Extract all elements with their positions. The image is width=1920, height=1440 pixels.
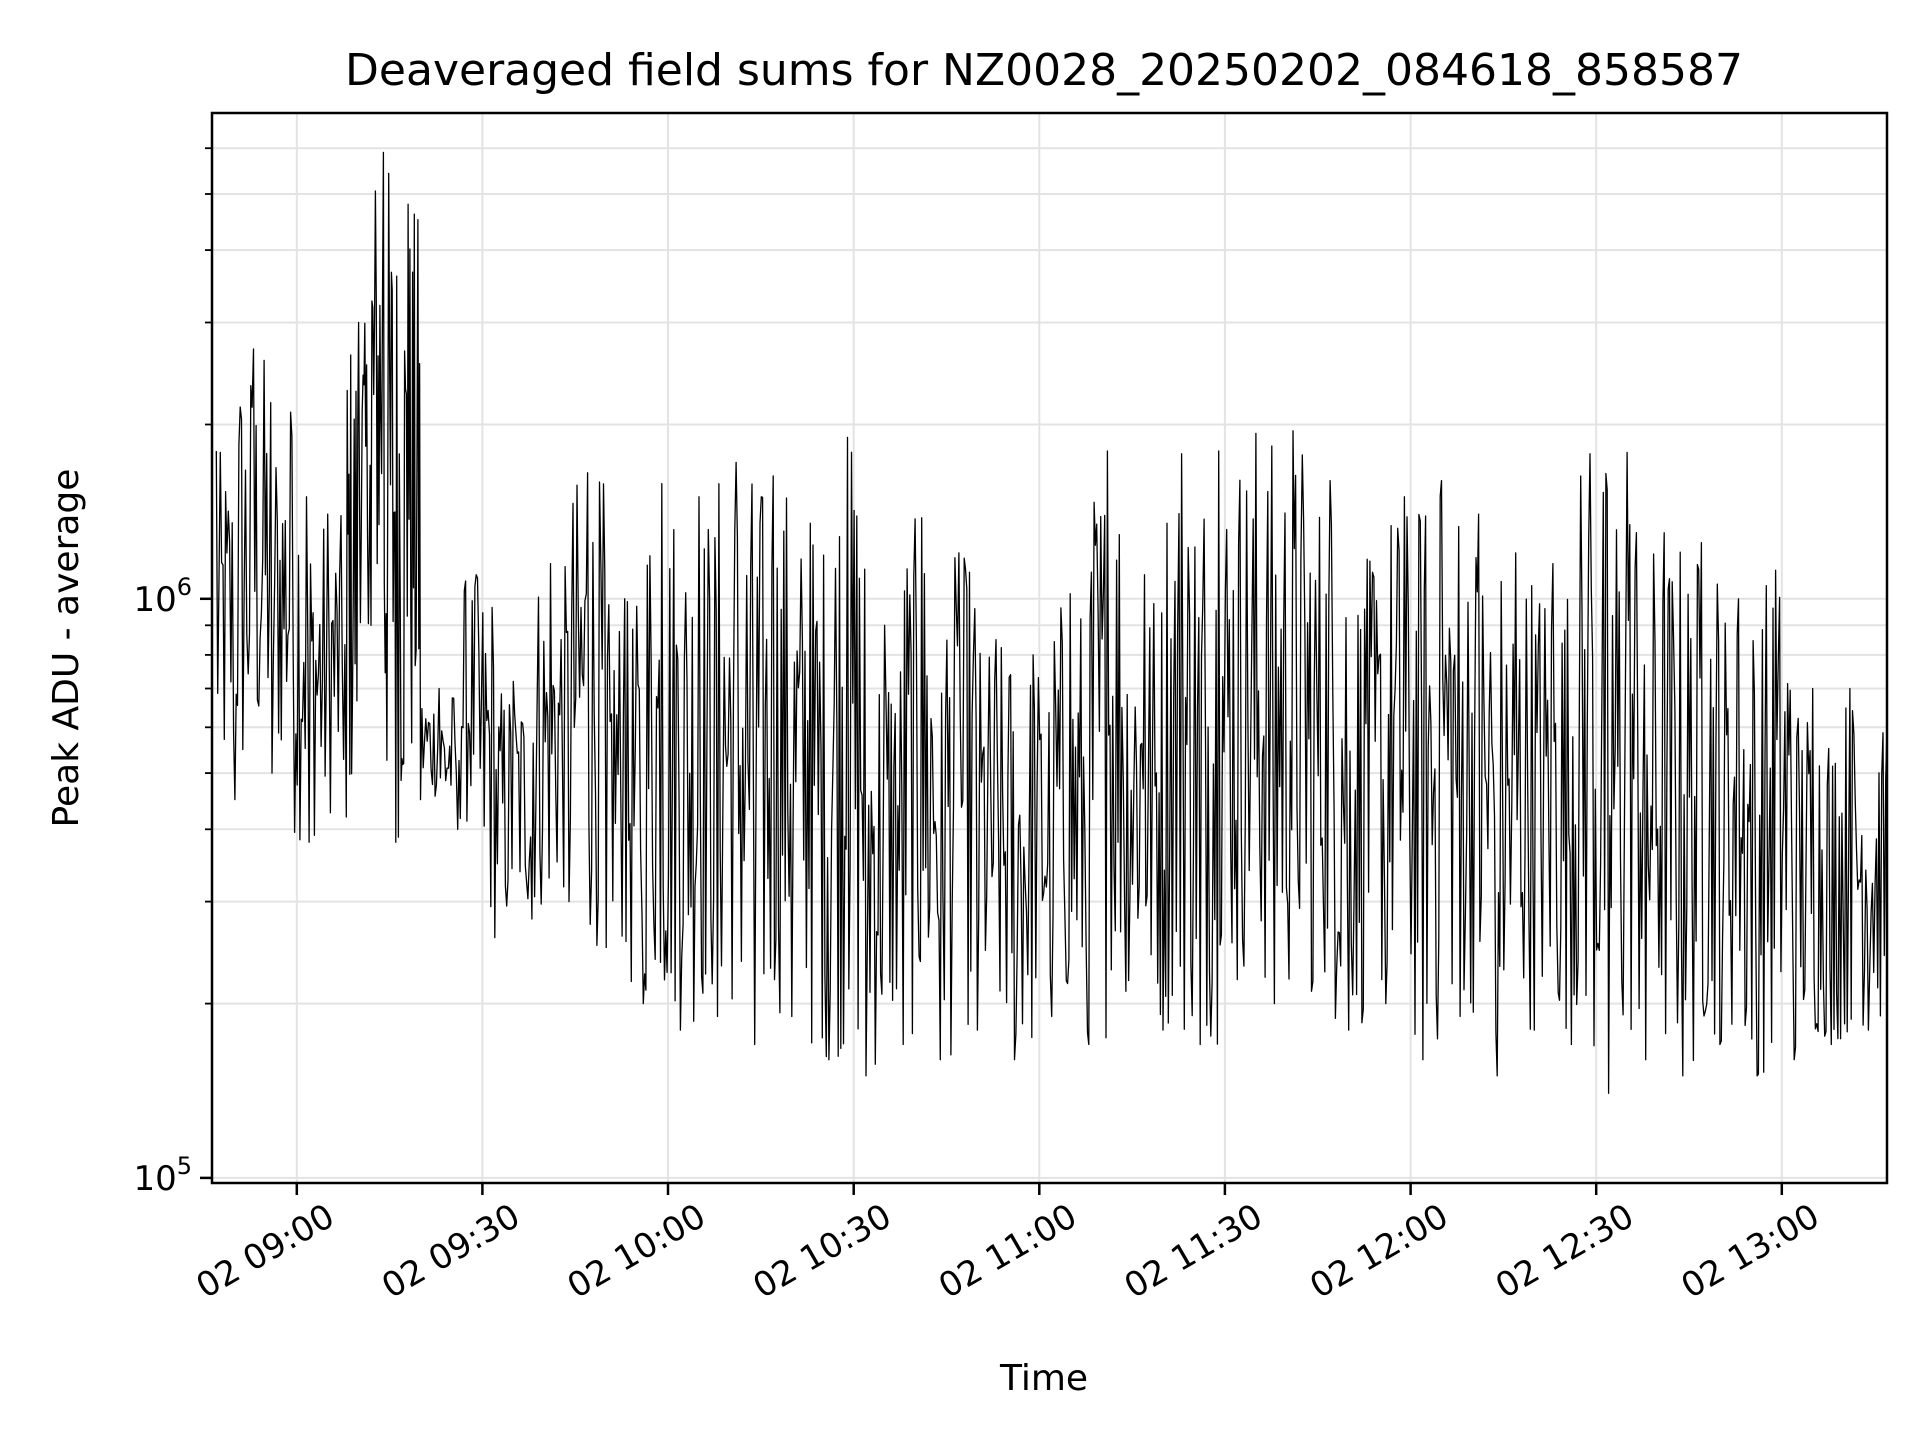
y-tick-label: 105 [133,1152,192,1199]
y-axis: 105 106 [133,147,212,1199]
x-tick-label: 02 10:30 [747,1196,899,1307]
x-axis-label: Time [999,1358,1088,1399]
x-axis: 02 09:00 02 09:30 02 10:00 02 10:30 02 11:00… [190,1183,1827,1307]
y-tick-label: 106 [133,573,192,620]
x-tick-label: 02 11:00 [932,1196,1084,1307]
x-tick-label: 02 09:00 [190,1196,342,1307]
plot-frame [210,111,1889,1185]
series-line [215,151,1888,1094]
series-path [215,151,1888,1094]
x-tick-label: 02 12:00 [1303,1196,1455,1307]
x-tick-label: 02 09:30 [375,1196,527,1307]
x-tick-label: 02 13:00 [1675,1196,1827,1307]
y-axis-label: Peak ADU - average [46,469,87,828]
x-tick-label: 02 10:00 [561,1196,713,1307]
x-tick-label: 02 12:30 [1489,1196,1641,1307]
x-tick-label: 02 11:30 [1118,1196,1270,1307]
chart-title: Deaveraged field sums for NZ0028_2025020… [345,45,1743,96]
